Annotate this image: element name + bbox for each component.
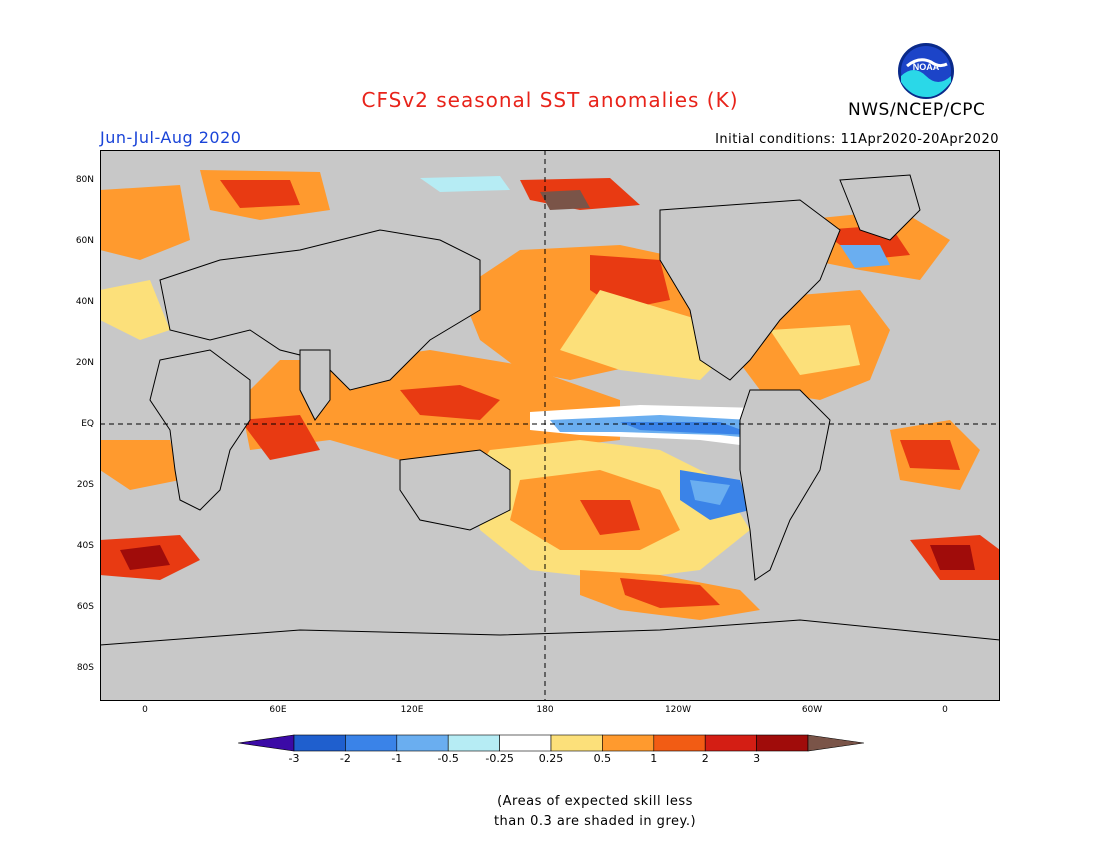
svg-text:NOAA: NOAA — [913, 62, 940, 72]
continents — [100, 174, 1000, 701]
colorbar-tick-label: 3 — [753, 752, 761, 765]
colorbar-tick-label: 0.5 — [593, 752, 612, 765]
initial-conditions-label: Initial conditions: 11Apr2020-20Apr2020 — [715, 132, 999, 147]
colorbar-tick-label: -0.5 — [437, 752, 459, 765]
lon-label: 120E — [400, 705, 424, 715]
lon-label: 60E — [269, 705, 287, 715]
colorbar-arrow-high — [807, 734, 864, 752]
lon-label: 0 — [942, 705, 948, 715]
colorbar-tick-label: 1 — [650, 752, 658, 765]
colorbar-box — [345, 734, 398, 752]
lat-label: 80S — [76, 663, 94, 673]
colorbar-tick-label: -0.25 — [485, 752, 514, 765]
skill-note-line: (Areas of expected skill less — [497, 794, 693, 809]
colorbar-tick-label: -1 — [391, 752, 403, 765]
colorbar-tick-label: 2 — [701, 752, 709, 765]
colorbar-tick-label: -3 — [288, 752, 300, 765]
lat-label: 40S — [76, 541, 94, 551]
colorbar-box — [293, 734, 346, 752]
lon-label: 180 — [536, 705, 554, 715]
season-label: Jun-Jul-Aug 2020 — [100, 128, 242, 147]
lon-label: 0 — [142, 705, 148, 715]
lat-label: EQ — [81, 419, 94, 429]
lat-label: 20S — [76, 480, 94, 490]
colorbar-box — [550, 734, 603, 752]
colorbar — [238, 734, 864, 752]
lat-label: 80N — [75, 175, 94, 185]
colorbar-tick-label: 0.25 — [538, 752, 564, 765]
lon-label: 120W — [664, 705, 692, 715]
colorbar-box — [447, 734, 500, 752]
lat-label: 60S — [76, 602, 94, 612]
colorbar-box — [653, 734, 706, 752]
noaa-logo: NOAA — [898, 43, 954, 99]
lon-label: 60W — [801, 705, 823, 715]
colorbar-box — [704, 734, 757, 752]
colorbar-box — [602, 734, 655, 752]
colorbar-box — [756, 734, 809, 752]
lat-label: 20N — [75, 358, 94, 368]
org-label: NWS/NCEP/CPC — [848, 100, 986, 120]
colorbar-tick-label: -2 — [339, 752, 351, 765]
colorbar-box — [396, 734, 449, 752]
chart-title: CFSv2 seasonal SST anomalies (K) — [361, 88, 739, 112]
skill-note-line: than 0.3 are shaded in grey.) — [493, 814, 697, 829]
colorbar-arrow-low — [238, 734, 295, 752]
skill-note: (Areas of expected skill less than 0.3 a… — [0, 792, 1100, 832]
lat-label: 60N — [75, 236, 94, 246]
colorbar-box — [499, 734, 552, 752]
sst-anomaly-map — [100, 150, 1000, 701]
lat-label: 40N — [75, 297, 94, 307]
